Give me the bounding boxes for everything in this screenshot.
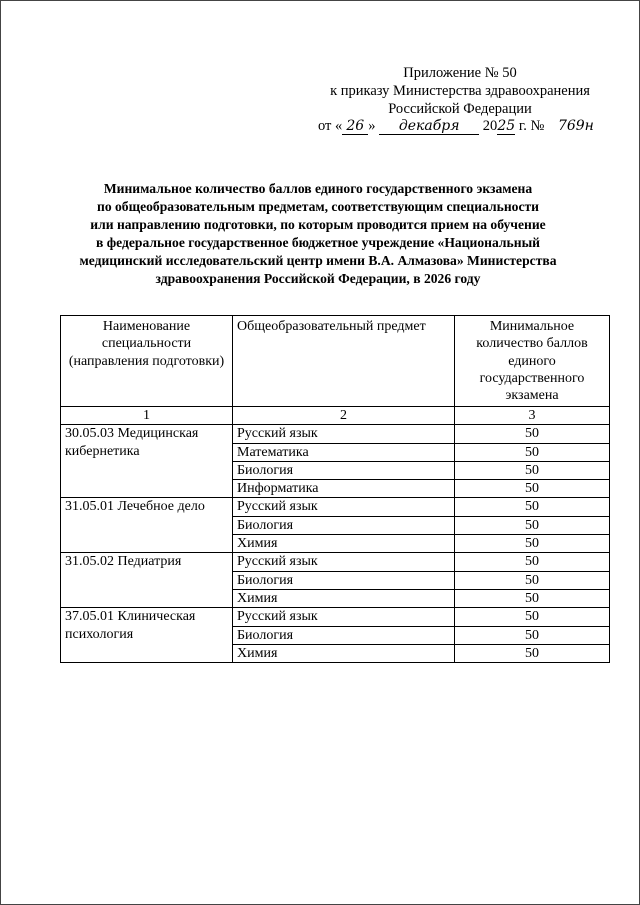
order-reference: от «26» декабря 2025 г. № 769н xyxy=(318,118,604,135)
scores-table: Наименование специальности (направления … xyxy=(60,315,610,664)
specialty-cell: 37.05.01 Клиническая психология xyxy=(60,607,233,664)
table-row: 30.05.03 Медицинская кибернетика Русский … xyxy=(60,424,610,499)
title-line: здравоохранения Российской Федерации, в … xyxy=(155,271,481,286)
subject-cell: Биология xyxy=(232,570,455,590)
subject-cell: Биология xyxy=(232,625,455,645)
column-number-row: 1 2 3 xyxy=(60,405,610,426)
subject-cell: Химия xyxy=(232,534,455,554)
order-num-prefix: г. № xyxy=(518,118,545,134)
subject-cell: Русский язык xyxy=(232,552,455,572)
subject-cell: Информатика xyxy=(232,479,455,499)
appendix-line: Российской Федерации xyxy=(388,101,532,117)
subject-cell: Биология xyxy=(232,460,455,481)
min-score-cell: 50 xyxy=(454,625,610,645)
appendix-header: Приложение № 50 к приказу Министерства з… xyxy=(300,64,620,118)
col-number: 3 xyxy=(454,405,610,426)
table-row: 37.05.01 Клиническая психология Русский я… xyxy=(60,607,610,664)
min-score-cell: 50 xyxy=(454,497,610,517)
title-line: в федеральное государственное бюджетное … xyxy=(95,235,541,250)
min-score-cell: 50 xyxy=(454,570,610,590)
table-row: Биология 50 xyxy=(61,625,610,645)
document-title: Минимальное количество баллов единого го… xyxy=(60,180,576,288)
order-month: декабря xyxy=(379,119,480,135)
min-score-cell: 50 xyxy=(454,479,610,499)
subject-cell: Математика xyxy=(232,442,455,462)
subject-cell: Русский язык xyxy=(232,607,455,627)
subject-cell: Биология xyxy=(232,515,455,536)
min-score-cell: 50 xyxy=(454,643,610,664)
min-score-cell: 50 xyxy=(454,552,610,572)
specialty-cell: 30.05.03 Медицинская кибернетика xyxy=(60,424,233,499)
subject-cell: Химия xyxy=(232,588,455,609)
specialty-cell: 31.05.01 Лечебное дело xyxy=(60,497,233,554)
table-row: 31.05.02 Педиатрия Русский язык 50 xyxy=(60,552,610,609)
order-prefix: от « xyxy=(318,118,343,134)
subject-cell: Химия xyxy=(232,643,455,664)
min-score-cell: 50 xyxy=(454,460,610,481)
specialty-cell: 31.05.02 Педиатрия xyxy=(60,552,233,609)
header-subject: Общеобразовательный предмет xyxy=(232,315,455,407)
title-line: по общеобразовательным предметам, соотве… xyxy=(96,199,539,214)
table-row: Биология 50 xyxy=(61,570,610,590)
table-row: Химия 50 xyxy=(61,643,610,664)
min-score-cell: 50 xyxy=(454,424,610,444)
min-score-cell: 50 xyxy=(454,588,610,609)
header-specialty: Наименование специальности (направления … xyxy=(60,315,233,407)
header-row: Наименование специальности (направления … xyxy=(60,315,610,407)
min-score-cell: 50 xyxy=(454,515,610,536)
min-score-cell: 50 xyxy=(454,534,610,554)
order-day: 26 xyxy=(342,119,369,135)
min-score-cell: 50 xyxy=(454,442,610,462)
title-line: или направлению подготовки, по которым п… xyxy=(90,217,546,232)
order-year-prefix: 20 xyxy=(482,118,498,134)
table-row: Информатика 50 xyxy=(61,479,610,499)
header-min-score: Минимальное количество баллов единого го… xyxy=(454,315,610,407)
table-row: Химия 50 xyxy=(61,588,610,609)
order-year-suffix: 25 xyxy=(497,118,516,135)
table-row: Химия 50 xyxy=(61,534,610,554)
table-row: Биология 50 xyxy=(61,460,610,481)
title-line: медицинский исследовательский центр имен… xyxy=(79,253,557,268)
order-number: 769н xyxy=(557,118,594,134)
table-row: 31.05.01 Лечебное дело Русский язык 50 xyxy=(60,497,610,554)
subject-cell: Русский язык xyxy=(232,424,455,444)
title-line: Минимальное количество баллов единого го… xyxy=(103,181,533,196)
min-score-cell: 50 xyxy=(454,607,610,627)
col-number: 1 xyxy=(60,405,233,426)
order-mid: » xyxy=(368,118,376,134)
appendix-line: Приложение № 50 xyxy=(403,65,517,81)
col-number: 2 xyxy=(232,405,455,426)
subject-cell: Русский язык xyxy=(232,497,455,517)
appendix-line: к приказу Министерства здравоохранения xyxy=(330,83,590,99)
